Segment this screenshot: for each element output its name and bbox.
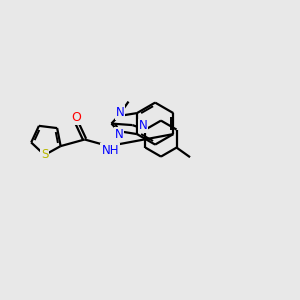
Text: O: O [71, 111, 81, 124]
Text: S: S [41, 148, 48, 161]
Text: N: N [115, 128, 123, 141]
Text: N: N [116, 106, 124, 119]
Text: NH: NH [101, 144, 119, 157]
Text: N: N [139, 119, 147, 133]
